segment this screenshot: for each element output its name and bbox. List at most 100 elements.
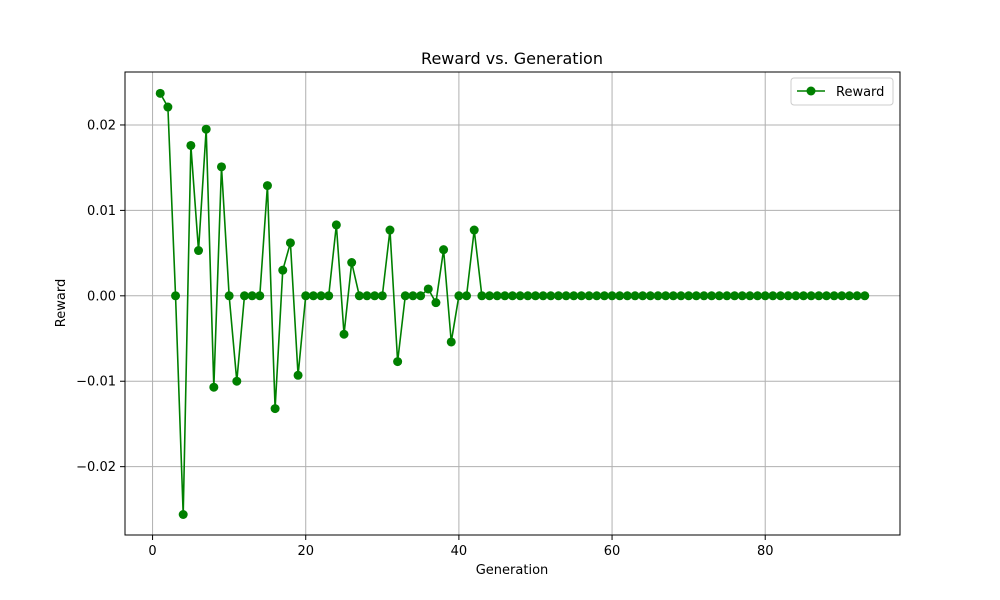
y-tick-label: 0.02	[87, 118, 116, 133]
data-point	[814, 291, 824, 301]
data-point	[178, 510, 188, 519]
data-point	[760, 291, 770, 301]
data-point	[339, 329, 349, 339]
data-point	[400, 291, 410, 301]
data-point	[852, 291, 862, 301]
data-point	[684, 291, 694, 301]
data-point	[155, 88, 165, 98]
plot-frame	[124, 71, 901, 536]
data-point	[745, 291, 755, 301]
data-point	[576, 291, 586, 301]
x-tick-label: 40	[451, 544, 468, 559]
data-point	[753, 291, 763, 301]
data-point	[553, 291, 563, 301]
data-point	[171, 291, 181, 301]
data-point	[538, 291, 548, 301]
y-tick-label: 0.01	[87, 204, 116, 219]
data-point	[278, 265, 288, 275]
data-point	[561, 291, 571, 301]
x-axis: 0 20 40 60 80	[148, 535, 773, 559]
data-point	[485, 291, 495, 301]
data-point	[607, 291, 617, 301]
data-point	[462, 291, 472, 301]
data-point	[347, 258, 357, 267]
data-point	[615, 291, 625, 301]
data-point	[806, 291, 816, 301]
chart-title: Reward vs. Generation	[421, 49, 603, 68]
legend: Reward	[790, 77, 894, 106]
x-tick-label: 60	[604, 544, 621, 559]
data-point	[324, 291, 334, 301]
data-point	[255, 291, 265, 301]
legend-box	[790, 77, 894, 106]
data-point	[546, 291, 556, 301]
x-axis-title: Generation	[476, 563, 549, 578]
data-point	[630, 291, 640, 301]
x-tick-label: 20	[297, 544, 314, 559]
data-point	[201, 124, 211, 134]
data-point	[446, 337, 456, 347]
data-point	[454, 291, 464, 301]
data-point	[239, 291, 249, 301]
data-point	[837, 291, 847, 301]
data-point	[668, 291, 678, 301]
data-point	[416, 291, 426, 301]
x-tick-label: 80	[757, 544, 774, 559]
data-point	[699, 291, 709, 301]
data-point	[370, 291, 380, 301]
data-point	[776, 291, 786, 301]
y-tick-label: −0.01	[76, 375, 116, 390]
data-point	[331, 220, 341, 230]
data-point	[431, 298, 441, 308]
data-point	[301, 291, 311, 301]
data-point	[584, 291, 594, 301]
data-point	[377, 291, 387, 301]
data-point	[439, 245, 449, 255]
data-point	[676, 291, 686, 301]
data-point	[194, 246, 204, 256]
data-point	[523, 291, 533, 301]
data-point	[362, 291, 372, 301]
data-point	[515, 291, 525, 301]
data-point	[645, 291, 655, 301]
data-point	[799, 291, 809, 301]
data-point	[293, 370, 303, 380]
data-point	[722, 291, 732, 301]
data-point	[216, 162, 226, 172]
series-line	[159, 92, 865, 516]
data-point	[592, 291, 602, 301]
legend-label: Reward	[836, 85, 884, 100]
data-point	[661, 291, 671, 301]
data-point	[224, 291, 234, 301]
data-point	[791, 291, 801, 301]
data-point	[530, 291, 540, 301]
data-point	[844, 291, 854, 301]
data-point	[622, 291, 632, 301]
data-point	[829, 291, 839, 301]
data-point	[569, 291, 579, 301]
data-point	[492, 291, 502, 301]
y-axis-title: Reward	[54, 279, 69, 327]
data-point	[707, 291, 717, 301]
data-point	[408, 291, 418, 301]
y-axis: −0.02 −0.01 0.00 0.01 0.02	[76, 118, 125, 475]
data-point	[737, 291, 747, 301]
data-point	[714, 291, 724, 301]
data-point	[186, 140, 196, 150]
data-point	[508, 291, 517, 301]
data-point	[308, 291, 318, 301]
data-point	[768, 291, 778, 301]
data-point	[783, 291, 793, 301]
data-point	[691, 291, 701, 301]
x-tick-label: 0	[148, 544, 156, 559]
data-point	[599, 291, 609, 301]
data-point	[316, 291, 326, 301]
data-point	[354, 291, 364, 301]
legend-marker-swatch	[806, 86, 816, 96]
data-point	[232, 376, 242, 386]
data-point	[247, 291, 257, 301]
grid-lines	[125, 72, 900, 535]
data-point	[653, 291, 663, 301]
data-point	[469, 225, 479, 235]
data-point	[477, 291, 487, 301]
